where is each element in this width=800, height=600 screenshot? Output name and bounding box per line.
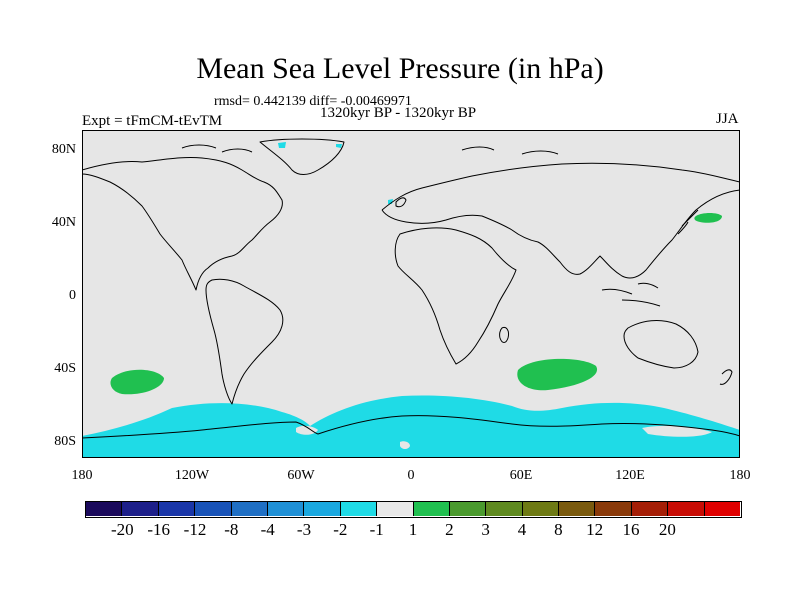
coastline-indonesia — [601, 282, 661, 307]
coastline-madagascar — [499, 327, 509, 343]
light-patch-east-antarctic — [642, 425, 712, 437]
period-label: 1320kyr BP - 1320kyr BP — [320, 105, 477, 121]
light-patch-ross — [400, 441, 410, 449]
colorbar-label: -20 — [110, 520, 134, 539]
y-tick-label: 40N — [51, 215, 76, 230]
negative-field-antarctic — [82, 395, 740, 458]
coastline-europe-asia — [381, 162, 740, 279]
experiment-label: Expt = tFmCM-tEvTM — [82, 113, 223, 129]
y-tick-label: 40S — [54, 361, 76, 376]
colorbar-label: 4 — [517, 520, 527, 539]
season-label: JJA — [716, 111, 739, 127]
y-tick-label: 0 — [69, 288, 76, 303]
x-tick-label: 180 — [71, 468, 93, 483]
colorbar-segment — [559, 502, 596, 516]
map-frame — [82, 130, 740, 458]
colorbar-label: 1 — [408, 520, 418, 539]
coastline-north-america — [82, 157, 283, 291]
colorbar-segment — [486, 502, 523, 516]
colorbar-segment — [704, 502, 741, 516]
colorbar-segment — [158, 502, 196, 516]
colorbar-segment — [522, 502, 560, 516]
colorbar-label: -1 — [369, 520, 384, 539]
x-tick-label: 120W — [174, 468, 210, 483]
colorbar-label: 8 — [554, 520, 563, 539]
colorbar-label: 16 — [622, 520, 640, 539]
x-tick-label: 60E — [509, 468, 533, 483]
colorbar-label: -8 — [224, 520, 239, 539]
y-tick-label: 80N — [51, 142, 76, 157]
coastline-australia — [623, 320, 699, 369]
colorbar-label: -16 — [147, 520, 170, 539]
colorbar-label: 3 — [481, 520, 490, 539]
x-tick-label: 180 — [729, 468, 751, 483]
positive-field-indian-ocean — [517, 358, 598, 391]
world-map — [82, 130, 740, 458]
coastline-new-zealand — [719, 369, 733, 385]
map-title: Mean Sea Level Pressure (in hPa) — [196, 52, 604, 85]
colorbar-segment — [668, 502, 705, 516]
x-tick-label: 0 — [407, 468, 415, 483]
coastline-japan — [677, 209, 699, 235]
colorbar-segment — [449, 502, 487, 516]
negative-field-greenland-east — [336, 144, 342, 148]
colorbar-label: 20 — [658, 520, 676, 539]
positive-field-south-pacific — [110, 369, 164, 395]
colorbar-segment — [195, 502, 232, 516]
colorbar-label: -2 — [333, 520, 348, 539]
colorbar-segment — [86, 502, 123, 516]
coastline-uk — [395, 197, 407, 208]
positive-field-north-pacific — [694, 213, 722, 223]
colorbar-segment — [231, 502, 268, 516]
colorbar-label: -12 — [183, 520, 207, 539]
coastline-africa — [394, 227, 517, 365]
stats-label: rmsd= 0.442139 diff= -0.00469971 — [214, 94, 412, 109]
colorbar-segment — [304, 502, 341, 516]
colorbar-segment — [377, 502, 414, 516]
colorbar-label: 2 — [445, 520, 454, 539]
colorbar-segment — [267, 502, 305, 516]
colorbar-segment — [122, 502, 159, 516]
coastline-greenland — [259, 138, 345, 175]
y-tick-label: 80S — [54, 434, 76, 449]
colorbar-segment — [631, 502, 669, 516]
colorbar-label: -4 — [260, 520, 275, 539]
coastline-arctic-islands — [181, 144, 559, 155]
negative-field-greenland — [278, 142, 286, 148]
coastline-south-america — [205, 278, 284, 405]
colorbar-segment — [413, 502, 450, 516]
colorbar-segment — [595, 502, 632, 516]
light-patch-weddell — [296, 425, 318, 435]
x-tick-label: 60W — [287, 468, 315, 483]
colorbar — [86, 502, 741, 516]
colorbar-label: 12 — [586, 520, 604, 539]
colorbar-label: -3 — [296, 520, 312, 539]
x-tick-label: 120E — [615, 468, 645, 483]
coastline-antarctica — [82, 415, 740, 439]
colorbar-segment — [340, 502, 378, 516]
